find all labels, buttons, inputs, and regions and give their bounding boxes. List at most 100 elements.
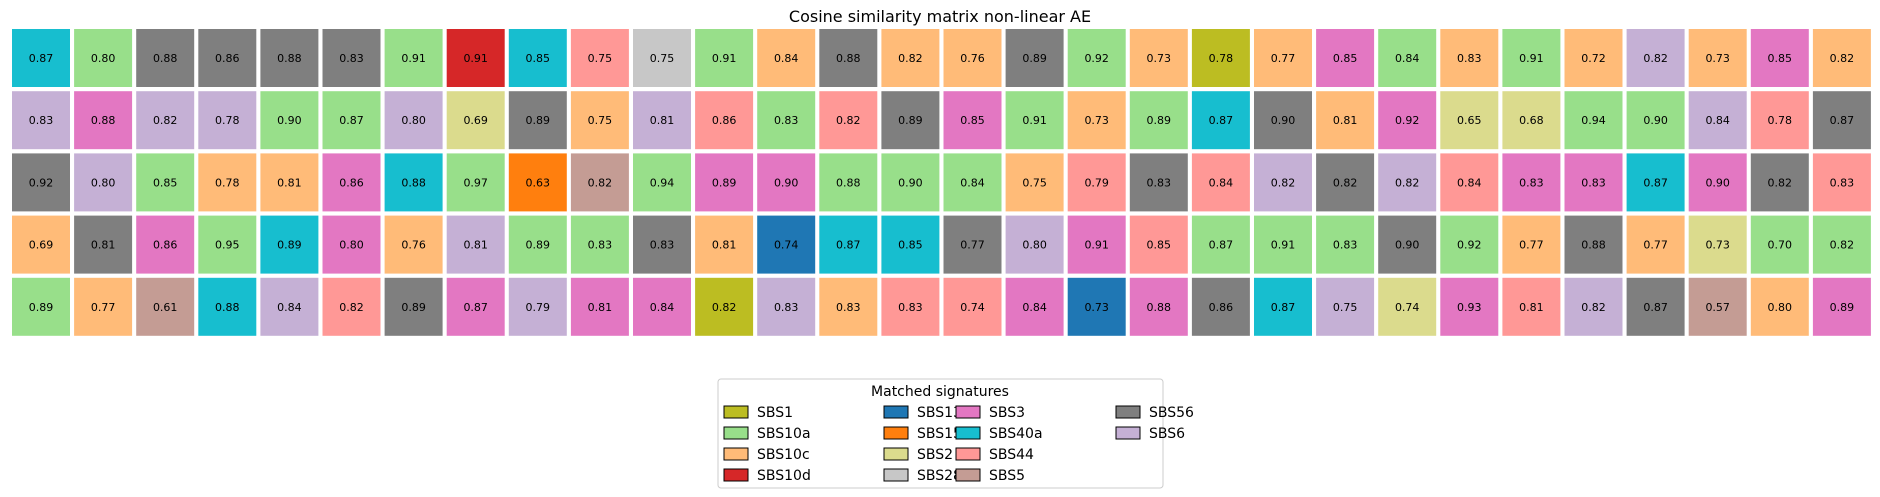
heatmap-cell xyxy=(1502,91,1561,150)
cell-value-label: 0.82 xyxy=(898,52,923,65)
heatmap-cell xyxy=(1316,29,1375,87)
cell-value-label: 0.76 xyxy=(401,239,426,252)
cell-value-label: 0.83 xyxy=(898,301,923,314)
heatmap-cell xyxy=(1005,91,1064,150)
heatmap-cell xyxy=(136,277,195,336)
heatmap-cell xyxy=(136,29,195,87)
heatmap-cell xyxy=(570,91,629,150)
cell-value-label: 0.78 xyxy=(1768,114,1793,127)
heatmap-cell xyxy=(508,29,567,87)
cell-value-label: 0.89 xyxy=(1022,52,1047,65)
legend-label: SBS6 xyxy=(1149,426,1185,442)
heatmap-cell xyxy=(508,277,567,336)
cell-value-label: 0.74 xyxy=(774,239,799,252)
cell-value-label: 0.90 xyxy=(1643,114,1668,127)
heatmap-cell xyxy=(1067,91,1126,150)
heatmap-cell xyxy=(1005,29,1064,87)
cell-value-label: 0.91 xyxy=(1084,239,1109,252)
heatmap-cell xyxy=(1440,91,1499,150)
cell-value-label: 0.85 xyxy=(153,176,178,189)
heatmap-cell xyxy=(74,29,133,87)
legend-entries: SBS1 SBS10a SBS10c SBS10d SBS13 SBS15 SBS2 SBS2… xyxy=(723,405,1194,484)
chart-title: Cosine similarity matrix non-linear AE xyxy=(789,7,1091,26)
heatmap-cell xyxy=(322,215,381,274)
legend-swatch xyxy=(955,447,981,461)
legend-label: SBS40a xyxy=(989,426,1043,442)
legend-swatch xyxy=(955,405,981,419)
heatmap-cell xyxy=(881,215,940,274)
heatmap-cell xyxy=(1626,215,1685,274)
heatmap-cell xyxy=(136,153,195,212)
cell-value-label: 0.89 xyxy=(1147,114,1172,127)
heatmap-cell xyxy=(1626,29,1685,87)
heatmap-cell xyxy=(446,29,505,87)
cell-value-label: 0.92 xyxy=(1395,114,1420,127)
cell-value-label: 0.87 xyxy=(1209,239,1234,252)
heatmap-cell xyxy=(1254,215,1312,274)
cell-value-label: 0.61 xyxy=(153,301,178,314)
cell-value-label: 0.72 xyxy=(1581,52,1606,65)
legend-swatch xyxy=(723,405,749,419)
cell-value-label: 0.89 xyxy=(29,301,54,314)
cell-value-label: 0.82 xyxy=(1768,176,1793,189)
heatmap-cell xyxy=(1378,29,1437,87)
cell-value-label: 0.90 xyxy=(1705,176,1730,189)
heatmap-cell xyxy=(136,91,195,150)
heatmap-cell xyxy=(881,153,940,212)
heatmap-cell xyxy=(446,277,505,336)
cell-value-label: 0.93 xyxy=(1457,301,1482,314)
heatmap-cell xyxy=(1378,215,1437,274)
cell-value-label: 0.77 xyxy=(960,239,985,252)
cell-value-label: 0.87 xyxy=(1830,114,1855,127)
heatmap-cell xyxy=(198,215,257,274)
heatmap-cell xyxy=(695,215,754,274)
cell-value-label: 0.74 xyxy=(960,301,985,314)
heatmap-cell xyxy=(633,153,691,212)
heatmap-cell xyxy=(1129,153,1188,212)
cell-value-label: 0.88 xyxy=(91,114,116,127)
cell-value-label: 0.69 xyxy=(29,239,54,252)
cell-value-label: 0.91 xyxy=(1271,239,1296,252)
legend-label: SBS10a xyxy=(757,426,811,442)
cell-value-label: 0.88 xyxy=(215,301,240,314)
cell-value-label: 0.82 xyxy=(339,301,364,314)
cell-value-label: 0.89 xyxy=(401,301,426,314)
cell-value-label: 0.80 xyxy=(1022,239,1047,252)
heatmap-cell xyxy=(1316,215,1375,274)
heatmap-cell xyxy=(384,29,443,87)
heatmap-cell xyxy=(1191,215,1250,274)
heatmap-cell xyxy=(695,29,754,87)
legend-swatch xyxy=(723,447,749,461)
heatmap-cell xyxy=(198,91,257,150)
heatmap-cell xyxy=(1378,153,1437,212)
heatmap-cell xyxy=(12,215,70,274)
heatmap-cell xyxy=(757,91,816,150)
heatmap-cell xyxy=(1067,29,1126,87)
cell-value-label: 0.87 xyxy=(1643,176,1668,189)
cell-value-label: 0.81 xyxy=(712,239,737,252)
legend-label: SBS15 xyxy=(917,426,962,442)
heatmap-cell xyxy=(384,91,443,150)
heatmap-cell xyxy=(384,215,443,274)
heatmap-cell xyxy=(12,277,70,336)
heatmap-cell xyxy=(570,29,629,87)
cell-value-label: 0.75 xyxy=(1333,301,1358,314)
heatmap-cell xyxy=(1812,277,1871,336)
cell-value-label: 0.84 xyxy=(774,52,799,65)
cell-value-label: 0.91 xyxy=(712,52,737,65)
cell-value-label: 0.86 xyxy=(215,52,240,65)
heatmap-cell xyxy=(1129,215,1188,274)
heatmap-cell xyxy=(1254,91,1312,150)
cell-value-label: 0.80 xyxy=(1768,301,1793,314)
heatmap-cell xyxy=(1254,277,1312,336)
heatmap-cell xyxy=(198,277,257,336)
heatmap-cell xyxy=(1191,91,1250,150)
cell-value-label: 0.78 xyxy=(215,176,240,189)
heatmap-cell xyxy=(1688,277,1747,336)
legend-label: SBS13 xyxy=(917,405,962,421)
cell-value-label: 0.89 xyxy=(898,114,923,127)
cell-value-label: 0.87 xyxy=(463,301,488,314)
cell-value-label: 0.73 xyxy=(1147,52,1172,65)
heatmap-cell xyxy=(136,215,195,274)
legend-swatch xyxy=(883,426,909,440)
